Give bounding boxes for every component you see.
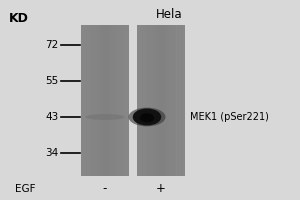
Bar — [81, 25, 82, 176]
Text: 43: 43 — [45, 112, 58, 122]
Bar — [89, 25, 91, 176]
Bar — [92, 25, 94, 176]
Bar — [121, 25, 123, 176]
Bar — [102, 25, 103, 176]
Bar — [178, 25, 180, 176]
Bar — [159, 25, 160, 176]
Bar — [91, 25, 92, 176]
Bar — [181, 25, 183, 176]
Text: EGF: EGF — [15, 184, 35, 194]
Bar — [176, 25, 178, 176]
Bar — [136, 25, 184, 176]
Bar — [172, 25, 173, 176]
Bar — [170, 25, 172, 176]
Bar — [95, 25, 97, 176]
Text: MEK1 (pSer221): MEK1 (pSer221) — [190, 112, 269, 122]
Bar — [140, 25, 141, 176]
Text: Hela: Hela — [156, 7, 183, 21]
Bar — [175, 25, 176, 176]
Bar — [160, 25, 162, 176]
Bar — [145, 25, 146, 176]
Bar — [116, 25, 118, 176]
Bar — [149, 25, 151, 176]
Bar — [169, 25, 170, 176]
Bar — [183, 25, 184, 176]
Bar — [126, 25, 127, 176]
Bar — [180, 25, 181, 176]
Bar — [162, 25, 164, 176]
Text: +: + — [156, 182, 165, 196]
Bar — [152, 25, 154, 176]
Bar — [105, 25, 106, 176]
Bar — [100, 25, 102, 176]
Bar — [141, 25, 143, 176]
Ellipse shape — [140, 113, 154, 123]
Ellipse shape — [128, 108, 166, 126]
Bar — [167, 25, 169, 176]
Bar — [123, 25, 124, 176]
Bar — [111, 25, 113, 176]
Bar — [143, 25, 145, 176]
Bar — [99, 25, 100, 176]
Bar — [106, 25, 108, 176]
Bar — [173, 25, 175, 176]
Bar — [103, 25, 105, 176]
Bar — [115, 25, 116, 176]
Bar — [119, 25, 121, 176]
Bar — [146, 25, 148, 176]
Bar — [84, 25, 86, 176]
Ellipse shape — [133, 108, 161, 126]
Bar — [113, 25, 115, 176]
Bar — [118, 25, 119, 176]
Bar — [108, 25, 110, 176]
Bar — [156, 25, 157, 176]
Bar — [82, 25, 84, 176]
Bar — [164, 25, 165, 176]
Text: 34: 34 — [45, 148, 58, 158]
Bar — [124, 25, 126, 176]
Ellipse shape — [85, 114, 124, 120]
Text: 55: 55 — [45, 76, 58, 86]
Text: -: - — [103, 182, 107, 196]
Bar — [94, 25, 95, 176]
Bar — [86, 25, 87, 176]
Bar — [138, 25, 140, 176]
Bar — [165, 25, 167, 176]
Bar — [157, 25, 159, 176]
Bar — [148, 25, 149, 176]
Bar — [87, 25, 89, 176]
Text: KD: KD — [9, 11, 29, 24]
Bar — [136, 25, 138, 176]
Bar — [110, 25, 111, 176]
Bar — [151, 25, 152, 176]
Text: 72: 72 — [45, 40, 58, 50]
Bar — [97, 25, 99, 176]
Bar — [128, 25, 129, 176]
Bar — [154, 25, 156, 176]
Bar — [81, 25, 129, 176]
